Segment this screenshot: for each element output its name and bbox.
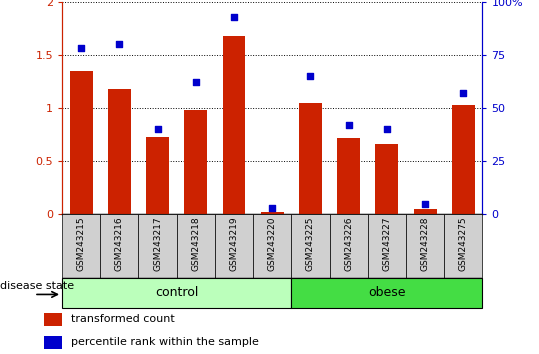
Bar xyxy=(329,214,368,278)
Bar xyxy=(452,105,475,214)
Bar xyxy=(291,214,329,278)
Bar xyxy=(261,212,284,214)
Point xyxy=(230,14,238,19)
Point xyxy=(268,205,277,211)
Bar xyxy=(337,138,360,214)
Bar xyxy=(177,214,215,278)
Text: GSM243227: GSM243227 xyxy=(382,216,391,270)
Bar xyxy=(413,209,437,214)
Bar xyxy=(375,144,398,214)
Text: GSM243217: GSM243217 xyxy=(153,216,162,271)
Text: GSM243216: GSM243216 xyxy=(115,216,124,271)
Bar xyxy=(44,313,62,326)
Text: GSM243219: GSM243219 xyxy=(230,216,238,271)
Bar xyxy=(70,71,93,214)
Bar xyxy=(406,214,444,278)
Text: disease state: disease state xyxy=(0,281,74,291)
Text: obese: obese xyxy=(368,286,406,299)
Bar xyxy=(184,110,207,214)
Bar xyxy=(62,214,100,278)
Text: GSM243228: GSM243228 xyxy=(420,216,430,270)
Bar xyxy=(291,278,482,308)
Point xyxy=(344,122,353,128)
Bar xyxy=(100,214,139,278)
Point xyxy=(306,73,315,79)
Bar xyxy=(139,214,177,278)
Text: GSM243215: GSM243215 xyxy=(77,216,86,271)
Bar xyxy=(44,336,62,349)
Text: GSM243225: GSM243225 xyxy=(306,216,315,270)
Point xyxy=(459,90,468,96)
Point xyxy=(421,201,430,206)
Text: transformed count: transformed count xyxy=(71,314,175,325)
Text: GSM243220: GSM243220 xyxy=(268,216,277,270)
Bar xyxy=(146,137,169,214)
Bar xyxy=(299,103,322,214)
Text: control: control xyxy=(155,286,198,299)
Point xyxy=(153,126,162,132)
Point xyxy=(191,80,200,85)
Text: GSM243275: GSM243275 xyxy=(459,216,468,271)
Point xyxy=(77,46,85,51)
Text: GSM243218: GSM243218 xyxy=(191,216,201,271)
Bar xyxy=(444,214,482,278)
Bar xyxy=(253,214,291,278)
Bar xyxy=(223,36,245,214)
Text: percentile rank within the sample: percentile rank within the sample xyxy=(71,337,259,348)
Bar xyxy=(62,278,291,308)
Bar xyxy=(215,214,253,278)
Point xyxy=(115,41,123,47)
Bar xyxy=(108,89,131,214)
Point xyxy=(383,126,391,132)
Text: GSM243226: GSM243226 xyxy=(344,216,353,270)
Bar xyxy=(368,214,406,278)
